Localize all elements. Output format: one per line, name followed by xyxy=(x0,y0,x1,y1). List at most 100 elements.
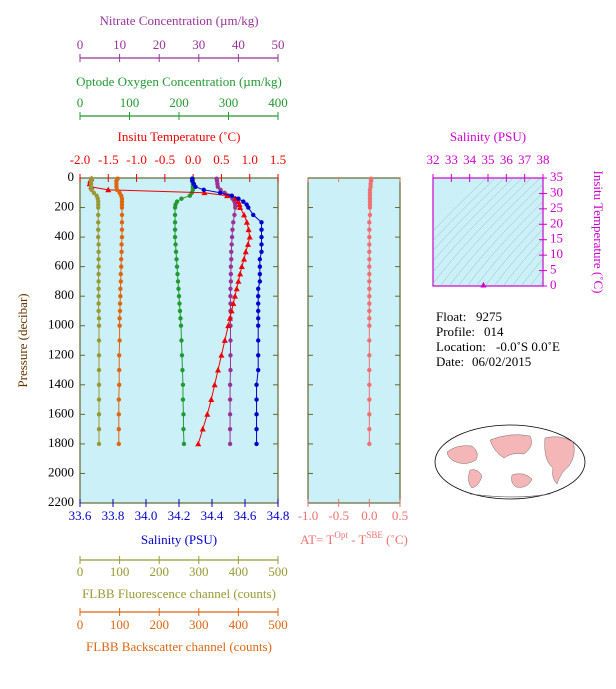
density-contour xyxy=(433,178,487,232)
data-point xyxy=(241,199,246,204)
data-point xyxy=(181,426,186,432)
data-point xyxy=(201,187,206,193)
x-tick-label: 0 xyxy=(77,564,84,579)
data-point xyxy=(91,190,97,195)
x-axis-title-part: AT= T xyxy=(300,532,334,547)
x-tick-label: 400 xyxy=(229,564,249,579)
y-tick-label: 1400 xyxy=(48,376,74,391)
axis-title: FLBB Fluorescence channel (counts) xyxy=(82,586,276,601)
data-point xyxy=(228,353,233,358)
x-tick-label: 50 xyxy=(272,37,285,52)
data-point xyxy=(241,211,248,218)
data-point xyxy=(229,234,235,240)
x-tick-label: 0 xyxy=(77,617,84,632)
x-tick-label: -1.0 xyxy=(298,508,319,523)
data-point xyxy=(367,271,372,277)
data-point xyxy=(245,241,252,247)
info-label: Date: xyxy=(436,354,464,369)
info-label: Location: xyxy=(436,339,486,354)
data-point xyxy=(254,382,259,388)
data-point xyxy=(117,308,123,314)
data-point xyxy=(180,382,186,388)
x-tick-label: 100 xyxy=(120,95,140,110)
data-point xyxy=(235,278,242,284)
data-point xyxy=(246,233,253,240)
data-point xyxy=(187,193,193,198)
x-tick-label: 300 xyxy=(219,95,239,110)
data-point xyxy=(227,441,233,447)
data-point xyxy=(211,381,218,388)
axis-title: FLBB Backscatter channel (counts) xyxy=(86,639,272,654)
data-point xyxy=(257,271,263,277)
x-tick-label: 36 xyxy=(500,152,514,167)
data-point xyxy=(367,264,372,269)
y-tick-label: 2200 xyxy=(48,494,74,509)
x-tick-label: 100 xyxy=(110,617,130,632)
data-point xyxy=(227,382,233,388)
axis-title: Optode Oxygen Concentration (µm/kg) xyxy=(76,74,282,89)
data-point xyxy=(237,270,244,277)
data-point xyxy=(218,190,223,195)
data-point xyxy=(256,353,261,358)
data-point xyxy=(256,286,261,291)
data-point xyxy=(367,234,372,240)
data-point xyxy=(117,382,122,388)
data-point xyxy=(259,242,264,247)
x-axis-title-part: (˚C) xyxy=(383,532,408,547)
axis-title: Nitrate Concentration (µm/kg) xyxy=(99,13,258,28)
data-point xyxy=(89,187,94,193)
density-contour xyxy=(433,178,532,284)
density-contour xyxy=(502,238,543,286)
data-point xyxy=(225,322,232,329)
data-point xyxy=(117,367,122,373)
data-point xyxy=(256,367,261,373)
data-point xyxy=(228,293,233,299)
info-value: -0.0˚S 0.0˚E xyxy=(496,339,560,354)
y-axis-title: Insitu Temperature (˚C) xyxy=(591,170,606,293)
y-tick-label: 400 xyxy=(55,228,75,243)
x-tick-label: 500 xyxy=(268,564,288,579)
data-point xyxy=(172,220,178,225)
density-contour xyxy=(511,248,543,286)
data-point xyxy=(367,286,372,291)
data-point xyxy=(257,279,263,284)
x-tick-label: 33 xyxy=(445,152,458,167)
data-point xyxy=(229,257,234,262)
data-point xyxy=(119,234,125,240)
data-point xyxy=(117,323,122,328)
data-point xyxy=(228,338,233,343)
density-contour xyxy=(493,228,543,286)
x-tick-label: 20 xyxy=(153,37,166,52)
data-point xyxy=(118,257,124,262)
x-tick-label: -2.0 xyxy=(70,152,91,167)
data-point xyxy=(117,301,123,306)
data-point xyxy=(226,315,233,321)
y-tick-label: 35 xyxy=(550,169,563,184)
data-point xyxy=(228,264,234,269)
data-point xyxy=(179,196,184,201)
data-point xyxy=(259,234,264,240)
y-tick-label: 15 xyxy=(550,231,563,246)
data-point xyxy=(96,353,102,358)
y-tick-label: 1200 xyxy=(48,346,74,361)
density-contour xyxy=(538,280,543,286)
data-point xyxy=(245,226,252,233)
x-tick-label: 0.0 xyxy=(361,508,377,523)
data-point xyxy=(367,205,373,210)
density-contour xyxy=(448,183,543,286)
x-tick-label: 400 xyxy=(268,95,288,110)
data-point xyxy=(176,286,181,291)
data-point xyxy=(367,257,372,262)
data-point xyxy=(119,227,125,232)
y-tick-label: 10 xyxy=(550,246,563,261)
data-point xyxy=(259,220,264,225)
data-point xyxy=(237,204,244,210)
data-point xyxy=(367,382,372,388)
density-contour xyxy=(457,192,543,286)
data-point xyxy=(218,352,225,358)
data-point xyxy=(96,301,101,306)
data-point xyxy=(367,338,372,343)
plot-area xyxy=(79,177,279,504)
density-contours xyxy=(433,178,543,286)
data-point xyxy=(228,271,234,277)
